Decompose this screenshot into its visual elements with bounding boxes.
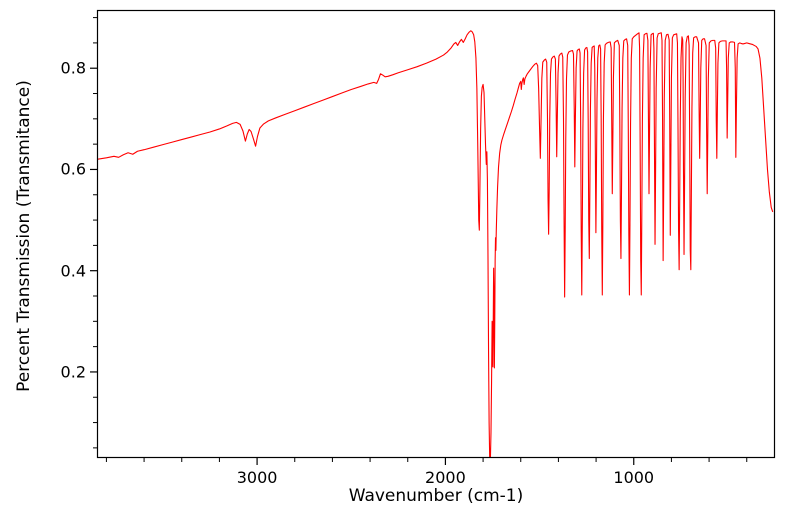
y-tick-label: 0.6 xyxy=(60,159,86,179)
x-axis-label: Wavenumber (cm-1) xyxy=(348,486,524,506)
y-tick-label: 0.4 xyxy=(60,261,86,281)
y-tick-label: 0.2 xyxy=(60,362,86,382)
x-tick-label: 2000 xyxy=(425,468,466,487)
spectrum-plot xyxy=(90,9,776,465)
spectrum-line xyxy=(97,30,774,458)
axes-box xyxy=(96,9,776,459)
x-tick-label: 1000 xyxy=(613,468,655,487)
plot-area xyxy=(90,9,776,465)
y-tick-label: 0.8 xyxy=(60,58,86,78)
y-axis-label: Percent Transmission (Transmitance) xyxy=(14,80,34,392)
x-tick-label: 3000 xyxy=(236,468,278,487)
